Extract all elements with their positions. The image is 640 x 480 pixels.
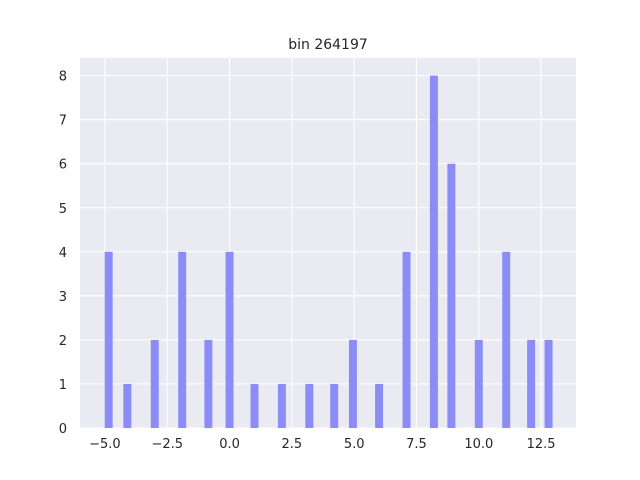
histogram-bar (123, 383, 132, 428)
histogram-bar (104, 251, 113, 428)
y-tick-label: 5 (59, 202, 67, 217)
y-axis-ticks: 0 1 2 3 4 5 6 7 8 (59, 70, 67, 437)
y-tick-label: 6 (59, 158, 67, 173)
chart-title: bin 264197 (288, 37, 368, 53)
y-tick-label: 0 (59, 422, 67, 437)
histogram-bar (330, 383, 339, 428)
histogram-bar (348, 339, 357, 428)
x-tick-label: 2.5 (282, 437, 303, 452)
y-tick-label: 8 (59, 70, 67, 85)
histogram-bar (527, 339, 536, 428)
histogram-bar (502, 251, 511, 428)
histogram-bar (447, 163, 456, 428)
x-tick-label: 10.0 (464, 437, 493, 452)
histogram-bar (204, 339, 213, 428)
x-tick-label: 12.5 (527, 437, 556, 452)
histogram-bar (402, 251, 411, 428)
histogram-bar (178, 251, 187, 428)
x-axis-ticks: −5.0 −2.5 0.0 2.5 5.0 7.5 10.0 12.5 (89, 437, 555, 452)
histogram-bar (150, 339, 159, 428)
y-tick-label: 7 (59, 114, 67, 129)
y-tick-label: 1 (59, 378, 67, 393)
histogram-bar (250, 383, 259, 428)
histogram-bar (277, 383, 286, 428)
x-tick-label: 0.0 (219, 437, 240, 452)
y-tick-label: 3 (59, 290, 67, 305)
histogram-bar (544, 339, 553, 428)
x-tick-label: −2.5 (151, 437, 183, 452)
y-tick-label: 4 (59, 246, 67, 261)
histogram-bar (429, 75, 438, 428)
histogram-bar (474, 339, 483, 428)
x-tick-label: 7.5 (406, 437, 427, 452)
y-tick-label: 2 (59, 334, 67, 349)
histogram-bar (225, 251, 234, 428)
x-tick-label: −5.0 (89, 437, 121, 452)
histogram-bar (375, 383, 384, 428)
x-tick-label: 5.0 (344, 437, 365, 452)
grid-lines (80, 58, 576, 429)
histogram-bar (305, 383, 314, 428)
bars (104, 75, 553, 428)
